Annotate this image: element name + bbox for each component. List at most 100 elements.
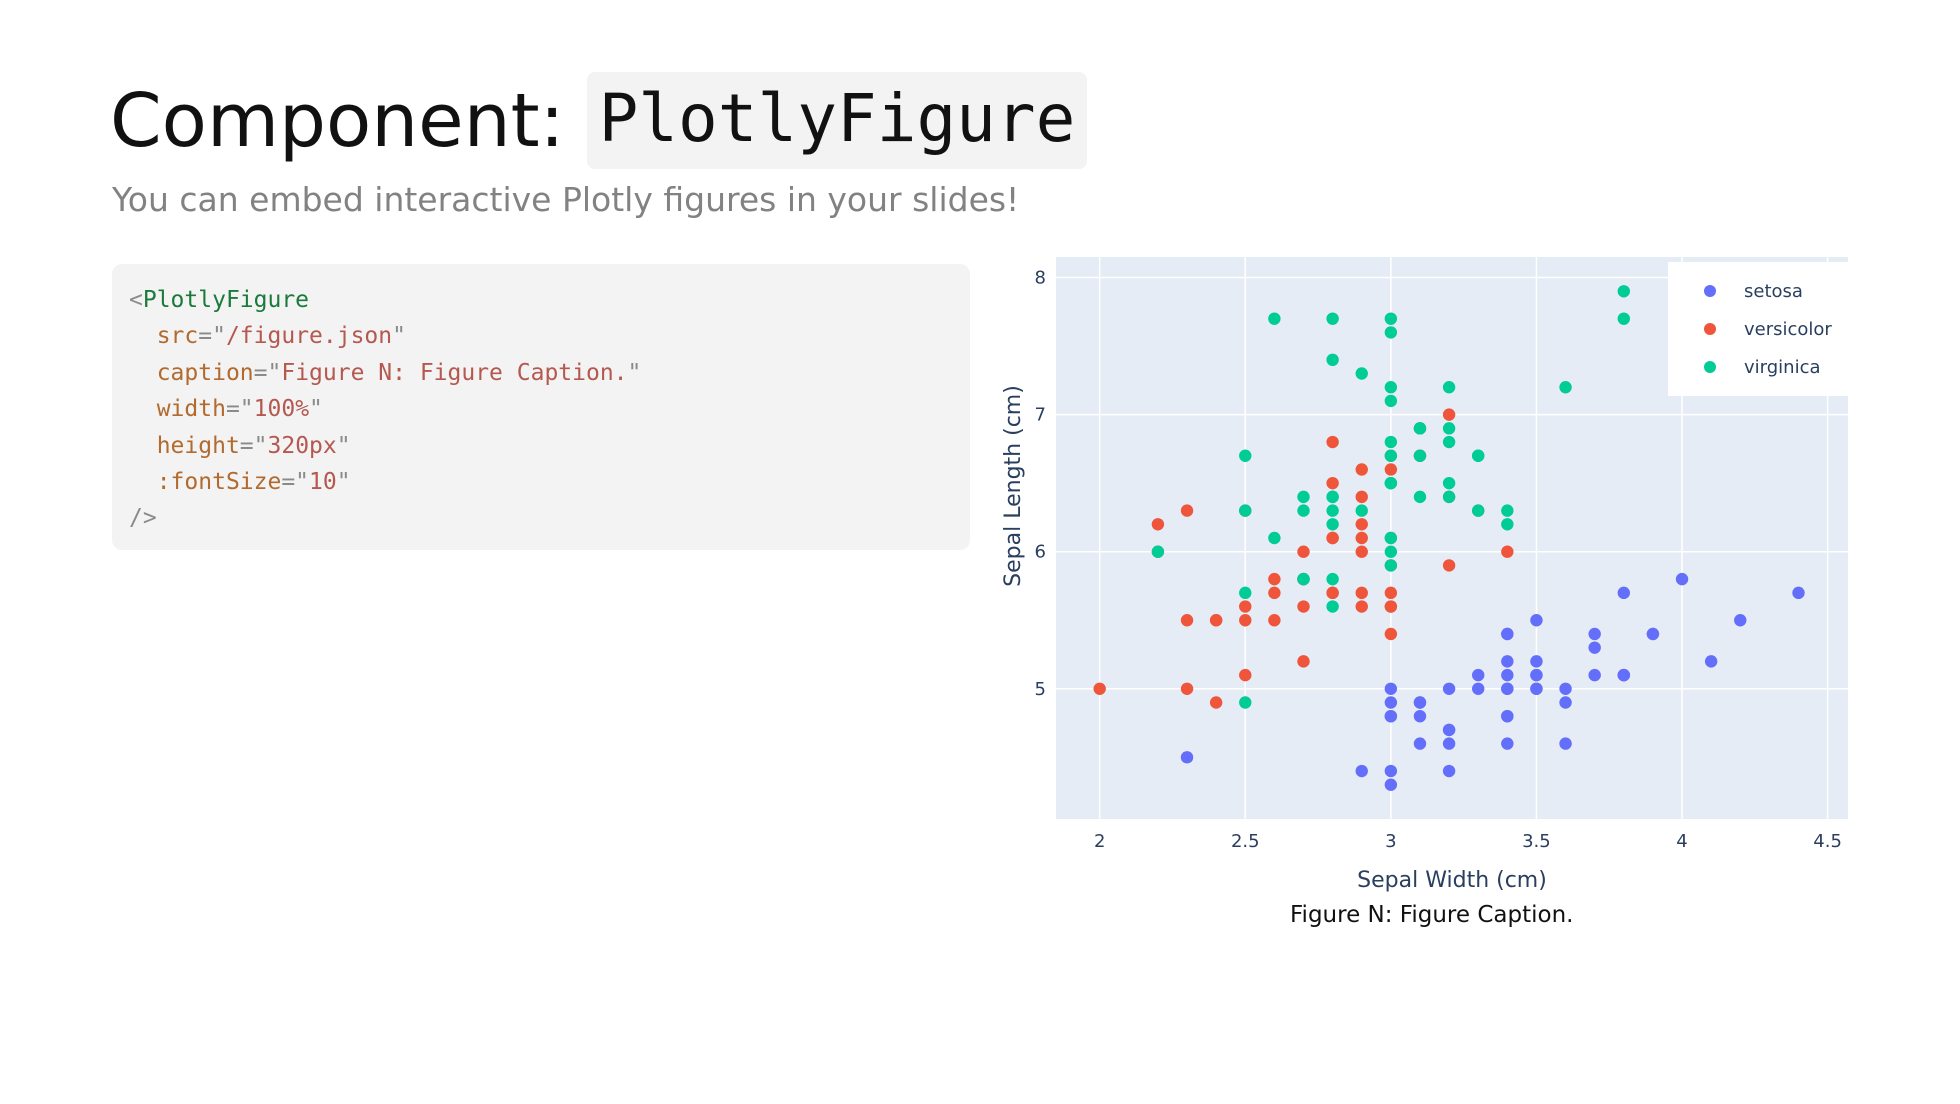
data-point-versicolor[interactable]: [1355, 531, 1368, 545]
data-point-virginica[interactable]: [1239, 449, 1252, 462]
data-point-setosa[interactable]: [1442, 723, 1456, 737]
data-point-setosa[interactable]: [1501, 668, 1514, 682]
data-point-setosa[interactable]: [1530, 614, 1543, 627]
data-point-virginica[interactable]: [1384, 531, 1398, 545]
data-point-versicolor[interactable]: [1384, 463, 1398, 476]
data-point-virginica[interactable]: [1297, 572, 1310, 586]
data-point-virginica[interactable]: [1355, 504, 1368, 517]
data-point-virginica[interactable]: [1326, 504, 1339, 517]
data-point-setosa[interactable]: [1472, 668, 1485, 682]
data-point-virginica[interactable]: [1413, 490, 1427, 504]
legend-item-versicolor[interactable]: versicolor: [1668, 314, 1832, 344]
data-point-virginica[interactable]: [1617, 285, 1630, 298]
data-point-setosa[interactable]: [1792, 586, 1805, 600]
data-point-setosa[interactable]: [1501, 737, 1514, 750]
data-point-setosa[interactable]: [1646, 627, 1660, 641]
data-point-virginica[interactable]: [1501, 504, 1514, 517]
data-point-versicolor[interactable]: [1442, 408, 1456, 421]
data-point-virginica[interactable]: [1384, 312, 1398, 325]
data-point-setosa[interactable]: [1501, 682, 1514, 695]
data-point-virginica[interactable]: [1559, 381, 1572, 394]
data-point-virginica[interactable]: [1326, 353, 1339, 367]
data-point-setosa[interactable]: [1530, 682, 1543, 695]
data-point-setosa[interactable]: [1501, 627, 1514, 641]
data-point-versicolor[interactable]: [1355, 600, 1368, 613]
data-point-virginica[interactable]: [1326, 600, 1339, 613]
data-point-virginica[interactable]: [1384, 476, 1398, 490]
data-point-setosa[interactable]: [1501, 709, 1514, 723]
data-point-versicolor[interactable]: [1209, 696, 1223, 709]
data-point-versicolor[interactable]: [1355, 545, 1368, 558]
data-point-setosa[interactable]: [1442, 764, 1456, 778]
data-point-setosa[interactable]: [1559, 696, 1572, 709]
data-point-versicolor[interactable]: [1355, 463, 1368, 476]
data-point-virginica[interactable]: [1384, 381, 1398, 394]
data-point-versicolor[interactable]: [1355, 490, 1368, 504]
data-point-versicolor[interactable]: [1239, 614, 1252, 627]
data-point-versicolor[interactable]: [1501, 545, 1514, 558]
data-point-setosa[interactable]: [1530, 668, 1543, 682]
data-point-versicolor[interactable]: [1209, 614, 1223, 627]
data-point-versicolor[interactable]: [1239, 600, 1252, 613]
data-point-virginica[interactable]: [1297, 490, 1310, 504]
data-point-virginica[interactable]: [1442, 435, 1456, 449]
data-point-setosa[interactable]: [1734, 614, 1747, 627]
data-point-setosa[interactable]: [1559, 737, 1572, 750]
data-point-virginica[interactable]: [1326, 572, 1339, 586]
data-point-setosa[interactable]: [1675, 572, 1689, 586]
data-point-virginica[interactable]: [1501, 518, 1514, 531]
data-point-virginica[interactable]: [1413, 449, 1427, 462]
data-point-virginica[interactable]: [1384, 394, 1398, 408]
data-point-versicolor[interactable]: [1268, 614, 1281, 627]
data-point-versicolor[interactable]: [1297, 545, 1310, 558]
data-point-setosa[interactable]: [1384, 682, 1398, 695]
data-point-setosa[interactable]: [1180, 751, 1194, 764]
data-point-versicolor[interactable]: [1355, 586, 1368, 600]
data-point-setosa[interactable]: [1472, 682, 1485, 695]
data-point-virginica[interactable]: [1326, 312, 1339, 325]
data-point-setosa[interactable]: [1588, 668, 1601, 682]
data-point-virginica[interactable]: [1239, 586, 1252, 600]
data-point-virginica[interactable]: [1239, 696, 1252, 709]
data-point-versicolor[interactable]: [1384, 627, 1398, 641]
data-point-virginica[interactable]: [1384, 449, 1398, 462]
data-point-setosa[interactable]: [1704, 655, 1718, 668]
data-point-setosa[interactable]: [1588, 641, 1601, 654]
data-point-setosa[interactable]: [1588, 627, 1601, 641]
data-point-setosa[interactable]: [1413, 709, 1427, 723]
data-point-versicolor[interactable]: [1151, 518, 1165, 531]
data-point-virginica[interactable]: [1268, 531, 1281, 545]
data-point-virginica[interactable]: [1413, 422, 1427, 435]
data-point-virginica[interactable]: [1151, 545, 1165, 558]
data-point-virginica[interactable]: [1384, 435, 1398, 449]
data-point-virginica[interactable]: [1326, 490, 1339, 504]
legend-item-setosa[interactable]: setosa: [1668, 276, 1803, 306]
data-point-versicolor[interactable]: [1384, 586, 1398, 600]
data-point-setosa[interactable]: [1355, 764, 1368, 778]
data-point-versicolor[interactable]: [1239, 668, 1252, 682]
data-point-versicolor[interactable]: [1326, 531, 1339, 545]
data-point-virginica[interactable]: [1268, 312, 1281, 325]
data-point-virginica[interactable]: [1384, 559, 1398, 572]
data-point-versicolor[interactable]: [1326, 476, 1339, 490]
data-point-virginica[interactable]: [1472, 449, 1485, 462]
data-point-setosa[interactable]: [1442, 737, 1456, 750]
data-point-versicolor[interactable]: [1093, 682, 1106, 695]
data-point-virginica[interactable]: [1326, 518, 1339, 531]
legend-item-virginica[interactable]: virginica: [1668, 352, 1821, 382]
data-point-setosa[interactable]: [1617, 586, 1630, 600]
data-point-setosa[interactable]: [1413, 696, 1427, 709]
data-point-versicolor[interactable]: [1384, 600, 1398, 613]
data-point-virginica[interactable]: [1384, 545, 1398, 558]
data-point-versicolor[interactable]: [1180, 682, 1194, 695]
data-point-setosa[interactable]: [1384, 696, 1398, 709]
data-point-virginica[interactable]: [1442, 381, 1456, 394]
data-point-versicolor[interactable]: [1268, 572, 1281, 586]
data-point-versicolor[interactable]: [1180, 504, 1194, 517]
data-point-virginica[interactable]: [1442, 422, 1456, 435]
data-point-setosa[interactable]: [1501, 655, 1514, 668]
data-point-virginica[interactable]: [1355, 367, 1368, 380]
data-point-versicolor[interactable]: [1297, 655, 1310, 668]
data-point-setosa[interactable]: [1384, 764, 1398, 778]
data-point-versicolor[interactable]: [1355, 518, 1368, 531]
